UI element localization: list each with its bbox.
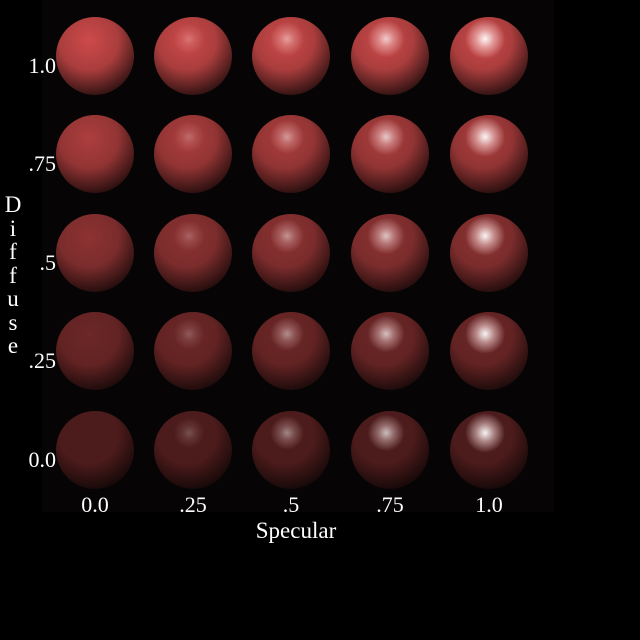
sphere-diffuse-p25-specular-p75 xyxy=(351,312,429,390)
sphere-diffuse-0p0-specular-p25 xyxy=(154,411,232,489)
diffuse-title-letter: f xyxy=(9,239,17,264)
diffuse-title-letter: e xyxy=(7,333,19,358)
sphere-diffuse-p75-specular-p75 xyxy=(351,115,429,193)
sphere-diffuse-0p0-specular-p5 xyxy=(252,411,330,489)
sphere-diffuse-p5-specular-p5 xyxy=(252,214,330,292)
diffuse-tick-label: 0.0 xyxy=(28,447,57,472)
sphere-diffuse-p75-specular-p5 xyxy=(252,115,330,193)
specular-tick-label: 1.0 xyxy=(475,492,503,517)
sphere-diffuse-1p0-specular-p75 xyxy=(351,17,429,95)
diffuse-title-letter: s xyxy=(8,309,18,335)
diffuse-title-letter: f xyxy=(9,262,17,288)
sphere-diffuse-0p0-specular-0p0 xyxy=(56,411,134,489)
specular-tick-label: 0.0 xyxy=(81,492,109,517)
sphere-diffuse-p5-specular-1p0 xyxy=(450,214,528,292)
specular-tick-label: .5 xyxy=(282,492,300,517)
diffuse-tick-label: .5 xyxy=(39,250,57,275)
sphere-diffuse-p25-specular-0p0 xyxy=(56,312,134,390)
sphere-diffuse-1p0-specular-p25 xyxy=(154,17,232,95)
sphere-diffuse-p25-specular-1p0 xyxy=(450,312,528,390)
sphere-diffuse-p5-specular-p75 xyxy=(351,214,429,292)
sphere-diffuse-1p0-specular-p5 xyxy=(252,17,330,95)
specular-tick-label: .75 xyxy=(376,492,404,517)
sphere-diffuse-p5-specular-0p0 xyxy=(56,214,134,292)
diffuse-tick-label: 1.0 xyxy=(28,53,57,78)
sphere-diffuse-0p0-specular-1p0 xyxy=(450,411,528,489)
sphere-diffuse-p25-specular-p25 xyxy=(154,312,232,390)
sphere-diffuse-1p0-specular-0p0 xyxy=(56,17,134,95)
diffuse-tick-label: .25 xyxy=(28,348,57,373)
sphere-diffuse-p75-specular-p25 xyxy=(154,115,232,193)
specular-axis-title: Specular xyxy=(255,518,337,543)
sphere-diffuse-p75-specular-1p0 xyxy=(450,115,528,193)
diffuse-title-letter: i xyxy=(9,215,17,241)
specular-tick-label: .25 xyxy=(179,492,207,517)
diffuse-title-letter: u xyxy=(7,286,19,311)
sphere-diffuse-0p0-specular-p75 xyxy=(351,411,429,489)
sphere-diffuse-1p0-specular-1p0 xyxy=(450,17,528,95)
diffuse-tick-label: .75 xyxy=(28,151,57,176)
sphere-diffuse-p5-specular-p25 xyxy=(154,214,232,292)
sphere-diffuse-p75-specular-0p0 xyxy=(56,115,134,193)
sphere-diffuse-p25-specular-p5 xyxy=(252,312,330,390)
diffuse-title-letter: D xyxy=(4,192,22,217)
